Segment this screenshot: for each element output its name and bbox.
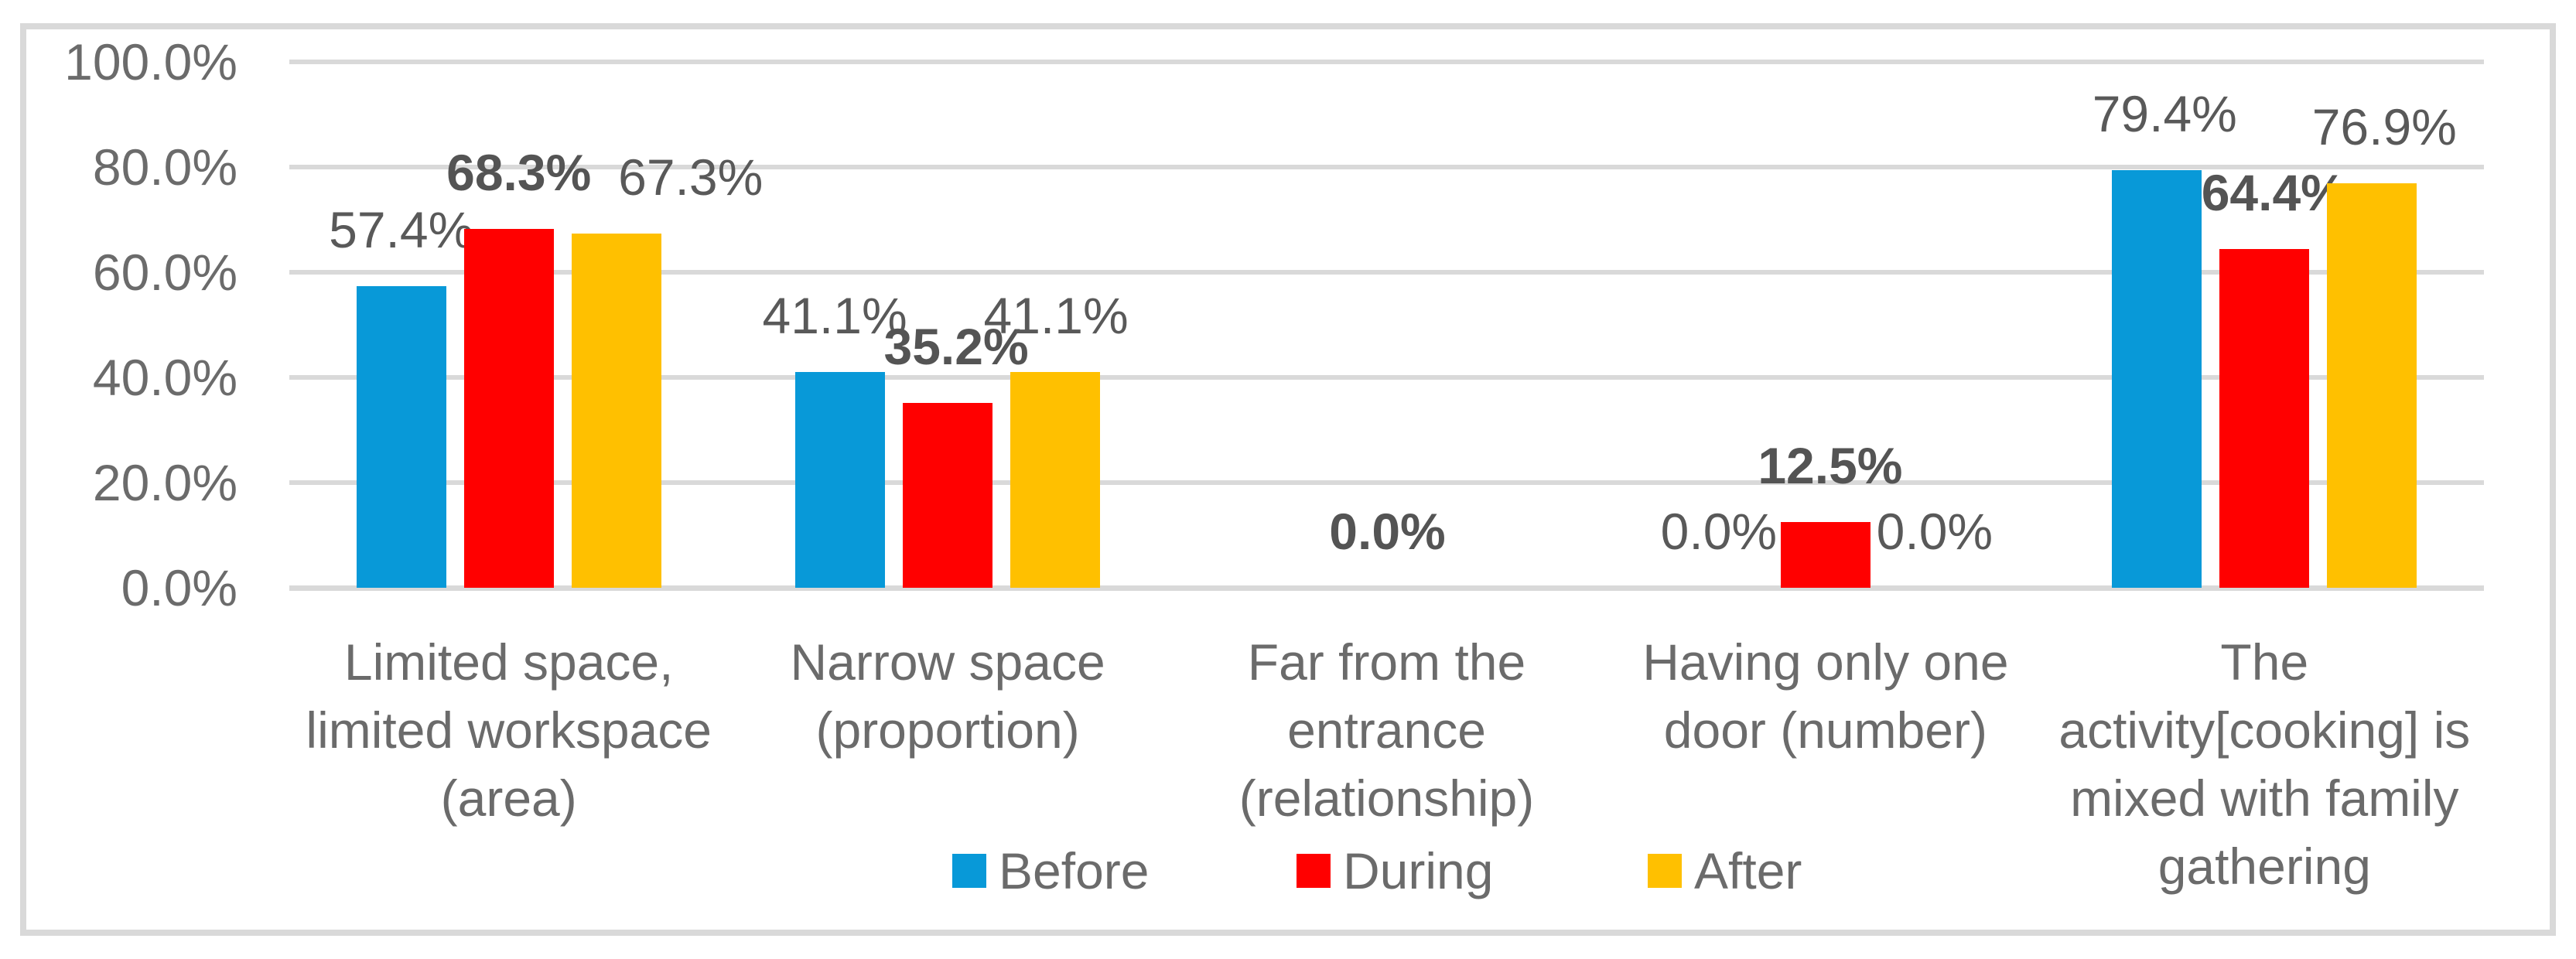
data-label: 79.4% — [2092, 85, 2237, 143]
data-label: 41.1% — [983, 286, 1129, 344]
x-axis-category-label: Far from the entrance (relationship) — [1238, 633, 1535, 827]
legend-label: Before — [999, 842, 1150, 899]
data-label: 67.3% — [618, 148, 764, 206]
gridline — [289, 375, 2484, 380]
gridline — [289, 585, 2484, 591]
x-axis-category-label: Narrow space (proportion) — [790, 633, 1105, 759]
data-label: 57.4% — [329, 200, 474, 258]
bar-before-0 — [356, 285, 446, 588]
bar-before-4 — [2112, 170, 2202, 588]
bar-after-1 — [1010, 371, 1101, 588]
data-label: 0.0% — [1329, 503, 1446, 560]
data-label: 41.1% — [762, 286, 907, 344]
bar-during-1 — [903, 402, 993, 588]
legend-item-during: During — [1297, 842, 1493, 899]
legend-swatch-during — [1297, 854, 1331, 888]
x-axis-category-label: Having only one door (number) — [1642, 633, 2009, 759]
legend-label: During — [1343, 842, 1494, 899]
data-label: 12.5% — [1758, 437, 1903, 494]
bar-before-1 — [795, 371, 886, 588]
legend-item-before: Before — [952, 842, 1149, 899]
legend-item-after: After — [1648, 842, 1802, 899]
bar-during-3 — [1780, 522, 1871, 588]
data-label: 0.0% — [1876, 503, 1993, 560]
y-axis-tick-label: 0.0% — [121, 559, 237, 616]
legend-label: After — [1694, 842, 1802, 899]
y-axis-tick-label: 20.0% — [92, 454, 237, 511]
gridline — [289, 60, 2484, 64]
y-axis-tick-label: 80.0% — [92, 138, 237, 196]
data-label: 0.0% — [1660, 503, 1778, 560]
bar-during-0 — [463, 228, 554, 588]
bar-during-4 — [2219, 249, 2310, 588]
data-label: 76.9% — [2311, 98, 2457, 156]
x-axis-category-label: The activity[cooking] is mixed with fami… — [2058, 633, 2471, 895]
gridline — [289, 165, 2484, 169]
y-axis-tick-label: 100.0% — [64, 33, 237, 90]
bar-after-0 — [571, 234, 661, 588]
legend-swatch-after — [1648, 854, 1682, 888]
data-label: 68.3% — [446, 143, 592, 201]
bar-after-4 — [2327, 183, 2417, 588]
gridline — [289, 270, 2484, 275]
y-axis-tick-label: 40.0% — [92, 349, 237, 406]
data-label: 64.4% — [2201, 164, 2346, 222]
gridline — [289, 480, 2484, 485]
x-axis-category-label: Limited space, limited workspace (area) — [306, 633, 712, 827]
legend-swatch-before — [952, 854, 986, 888]
y-axis-tick-label: 60.0% — [92, 244, 237, 301]
data-label: 35.2% — [883, 317, 1029, 375]
